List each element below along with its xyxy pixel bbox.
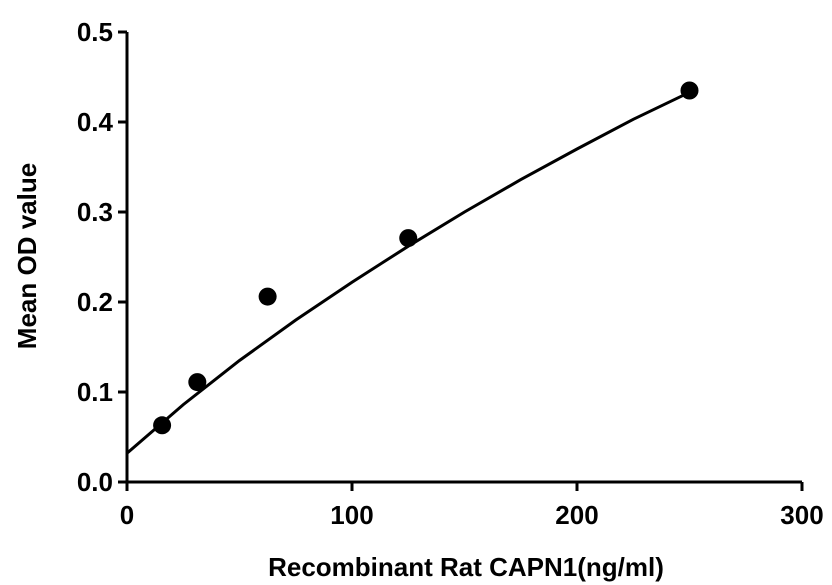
x-axis-ticks: 0 100 200 300 [120,482,824,530]
data-point [188,373,207,392]
x-axis-label: Recombinant Rat CAPN1(ng/ml) [268,552,664,582]
x-tick-label: 300 [780,500,823,530]
data-point [153,416,172,435]
data-point [399,229,418,248]
x-tick-label: 100 [330,500,373,530]
fit-curve [126,90,691,455]
x-tick-label: 200 [555,500,598,530]
y-tick-label: 0.2 [77,287,113,317]
y-tick-label: 0.0 [77,467,113,497]
y-tick-label: 0.1 [77,377,113,407]
y-tick-label: 0.4 [77,107,114,137]
data-point [258,287,277,306]
y-tick-label: 0.3 [77,197,113,227]
data-points [153,81,699,435]
axes [125,32,802,484]
data-point [680,81,699,100]
y-tick-label: 0.5 [77,17,113,47]
x-tick-label: 0 [120,500,134,530]
y-axis-ticks: 0.0 0.1 0.2 0.3 0.4 0.5 [77,17,127,497]
y-axis-label: Mean OD value [12,163,42,349]
